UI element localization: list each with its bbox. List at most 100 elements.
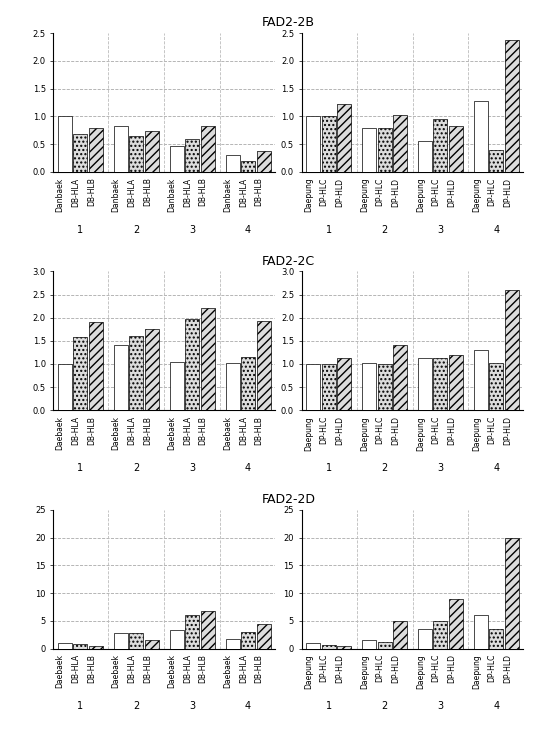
Text: DP-HLC: DP-HLC xyxy=(375,178,384,206)
Text: DP-HLD: DP-HLD xyxy=(391,654,400,683)
Bar xyxy=(418,358,432,411)
Text: FAD2-2B: FAD2-2B xyxy=(262,16,315,29)
Text: DP-HLD: DP-HLD xyxy=(503,654,512,683)
Text: FAD2-2C: FAD2-2C xyxy=(262,255,315,268)
Text: 3: 3 xyxy=(189,463,195,473)
Bar xyxy=(185,615,199,649)
Bar xyxy=(129,136,143,172)
Text: 2: 2 xyxy=(381,463,388,473)
Text: Danbaek: Danbaek xyxy=(168,178,177,212)
Bar xyxy=(337,646,351,649)
Bar xyxy=(434,358,447,411)
Text: DB-HLB: DB-HLB xyxy=(87,654,96,683)
Bar xyxy=(474,101,488,172)
Text: DB-HLA: DB-HLA xyxy=(239,654,248,683)
Bar xyxy=(505,40,519,172)
Bar xyxy=(306,116,320,172)
Bar xyxy=(474,350,488,411)
Text: 1: 1 xyxy=(326,702,332,711)
Text: DB-HLA: DB-HLA xyxy=(72,654,80,683)
Text: 4: 4 xyxy=(493,463,499,473)
Bar xyxy=(393,115,407,172)
Text: 2: 2 xyxy=(133,463,139,473)
Text: DB-HLA: DB-HLA xyxy=(127,178,136,206)
Bar xyxy=(378,364,391,411)
Bar xyxy=(257,624,271,649)
Text: Daepung: Daepung xyxy=(304,654,313,689)
Text: 3: 3 xyxy=(189,702,195,711)
Text: Daepung: Daepung xyxy=(472,654,481,689)
Text: DP-HLD: DP-HLD xyxy=(335,416,344,445)
Text: DP-HLD: DP-HLD xyxy=(335,654,344,683)
Text: DB-HLB: DB-HLB xyxy=(87,416,96,444)
Bar xyxy=(145,131,159,172)
Text: 2: 2 xyxy=(133,225,139,234)
Bar xyxy=(378,642,391,649)
Bar xyxy=(449,598,463,649)
Text: FAD2-2D: FAD2-2D xyxy=(261,493,316,506)
Text: 4: 4 xyxy=(493,702,499,711)
Bar xyxy=(257,151,271,172)
Bar xyxy=(201,309,215,411)
Bar xyxy=(489,363,504,411)
Text: Daepung: Daepung xyxy=(416,178,425,212)
Bar xyxy=(129,633,143,649)
Text: DB-HLA: DB-HLA xyxy=(127,654,136,683)
Text: Daebaek: Daebaek xyxy=(168,654,177,688)
Text: DP-HLD: DP-HLD xyxy=(503,416,512,445)
Text: Daebaek: Daebaek xyxy=(112,654,121,688)
Text: Danbaek: Danbaek xyxy=(56,178,65,212)
Bar xyxy=(114,346,128,411)
Bar xyxy=(321,645,336,649)
Text: Daepung: Daepung xyxy=(472,178,481,212)
Text: 3: 3 xyxy=(437,702,444,711)
Bar xyxy=(201,611,215,649)
Bar xyxy=(89,322,103,411)
Text: DP-HLD: DP-HLD xyxy=(391,178,400,206)
Text: Danbaek: Danbaek xyxy=(224,178,232,212)
Text: 2: 2 xyxy=(381,225,388,234)
Bar xyxy=(362,363,376,411)
Bar xyxy=(201,126,215,172)
Text: Daebaek: Daebaek xyxy=(56,416,65,450)
Text: DB-HLB: DB-HLB xyxy=(255,416,264,444)
Text: DP-HLD: DP-HLD xyxy=(503,178,512,206)
Text: Danbaek: Danbaek xyxy=(112,178,121,212)
Text: 1: 1 xyxy=(326,463,332,473)
Text: DB-HLB: DB-HLB xyxy=(87,178,96,206)
Bar xyxy=(362,128,376,172)
Bar xyxy=(185,139,199,172)
Bar xyxy=(489,629,504,649)
Text: Daepung: Daepung xyxy=(416,416,425,450)
Bar xyxy=(434,119,447,172)
Text: Daepung: Daepung xyxy=(416,654,425,689)
Text: 1: 1 xyxy=(326,225,332,234)
Text: 2: 2 xyxy=(381,702,388,711)
Text: DP-HLC: DP-HLC xyxy=(488,416,497,444)
Bar xyxy=(257,321,271,411)
Bar xyxy=(114,633,128,649)
Text: DP-HLC: DP-HLC xyxy=(320,416,328,444)
Bar xyxy=(170,362,184,411)
Text: 1: 1 xyxy=(77,702,83,711)
Text: Daepung: Daepung xyxy=(472,416,481,450)
Bar xyxy=(145,329,159,411)
Bar xyxy=(129,336,143,411)
Bar xyxy=(489,150,504,172)
Text: DB-HLA: DB-HLA xyxy=(183,178,192,206)
Text: DP-HLD: DP-HLD xyxy=(391,416,400,445)
Text: DB-HLB: DB-HLB xyxy=(255,178,264,206)
Bar xyxy=(449,354,463,411)
Text: DB-HLB: DB-HLB xyxy=(199,654,208,683)
Text: DB-HLB: DB-HLB xyxy=(143,654,152,683)
Bar xyxy=(114,126,128,172)
Text: DP-HLD: DP-HLD xyxy=(335,178,344,206)
Text: DP-HLD: DP-HLD xyxy=(447,178,456,206)
Text: DP-HLD: DP-HLD xyxy=(447,416,456,445)
Bar xyxy=(225,363,240,411)
Bar xyxy=(73,337,88,411)
Text: DP-HLC: DP-HLC xyxy=(431,178,441,206)
Bar xyxy=(434,621,447,649)
Bar xyxy=(418,629,432,649)
Text: 1: 1 xyxy=(77,463,83,473)
